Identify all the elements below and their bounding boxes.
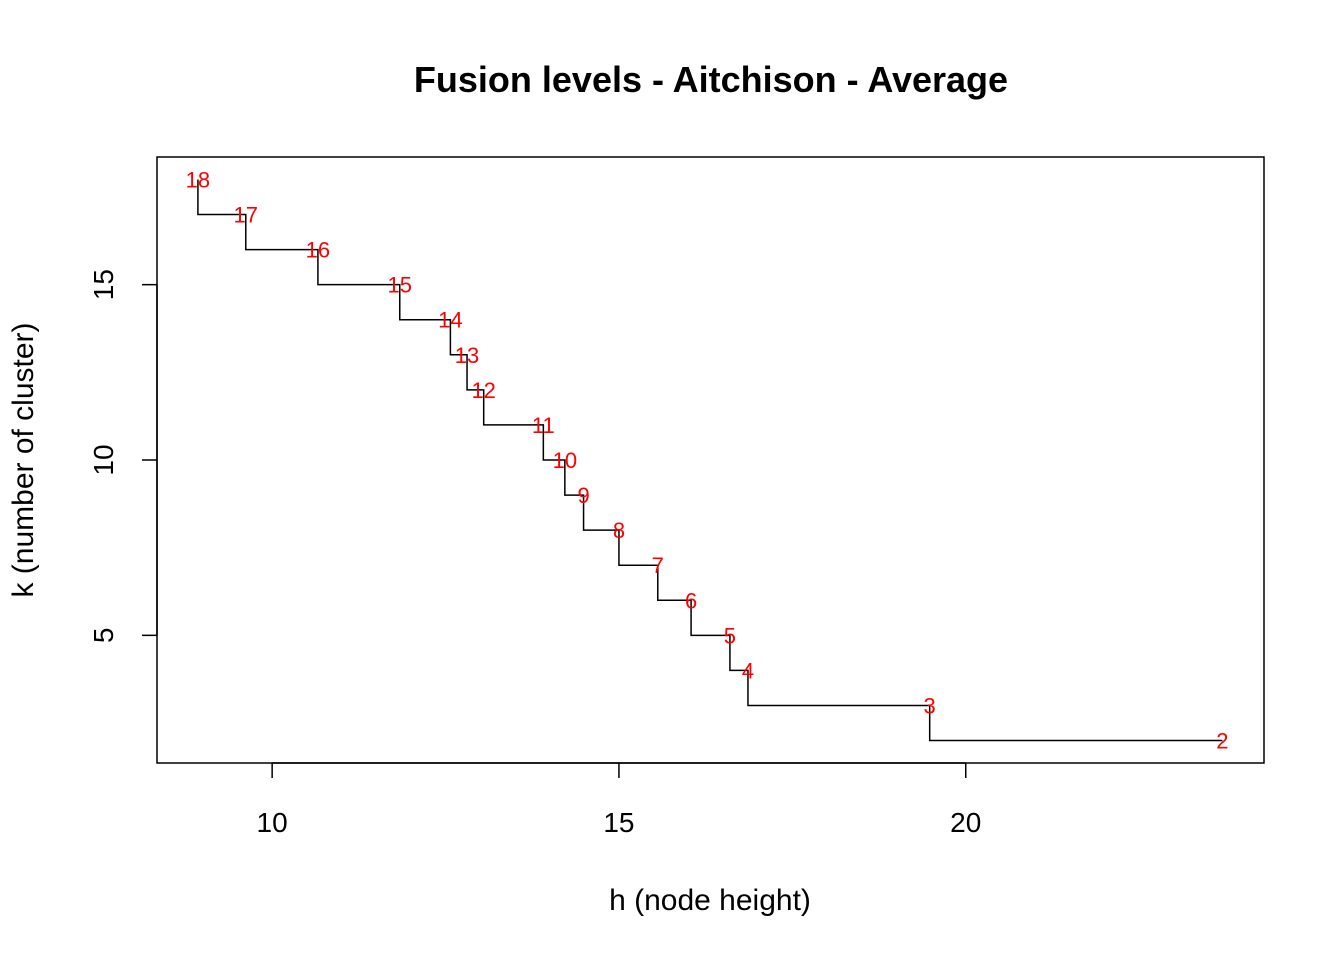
point-label: 9 xyxy=(577,483,589,508)
point-label: 17 xyxy=(234,203,258,228)
point-label: 8 xyxy=(613,518,625,543)
point-label: 12 xyxy=(471,378,495,403)
point-label: 14 xyxy=(438,308,462,333)
y-tick-label: 10 xyxy=(88,444,119,475)
point-label: 7 xyxy=(652,553,664,578)
point-label: 5 xyxy=(724,623,736,648)
y-axis-label: k (number of cluster) xyxy=(7,322,40,597)
point-label: 2 xyxy=(1216,729,1228,754)
point-label: 11 xyxy=(532,413,555,438)
point-label: 6 xyxy=(685,588,697,613)
x-tick-label: 15 xyxy=(603,807,634,838)
chart-title: Fusion levels - Aitchison - Average xyxy=(414,59,1008,100)
x-tick-label: 20 xyxy=(950,807,981,838)
point-label: 4 xyxy=(742,658,754,683)
y-tick-label: 15 xyxy=(88,269,119,300)
y-tick-label: 5 xyxy=(88,628,119,644)
y-axis: 5 10 15 xyxy=(88,269,158,644)
point-label: 18 xyxy=(186,167,210,192)
step-line xyxy=(197,179,1223,742)
point-label: 13 xyxy=(455,343,479,368)
x-tick-label: 10 xyxy=(257,807,288,838)
point-label: 16 xyxy=(306,238,330,263)
x-axis: 10 15 20 xyxy=(257,762,981,838)
point-label: 15 xyxy=(388,273,412,298)
x-axis-label: h (node height) xyxy=(609,884,811,917)
point-label: 10 xyxy=(553,448,577,473)
point-label: 3 xyxy=(924,693,936,718)
